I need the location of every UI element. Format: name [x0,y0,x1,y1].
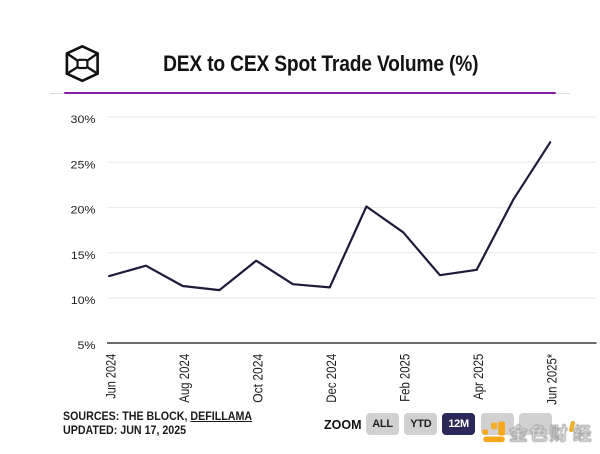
svg-text:5%: 5% [78,340,96,352]
svg-text:30%: 30% [71,114,96,126]
svg-text:25%: 25% [71,159,96,171]
svg-text:Feb 2025: Feb 2025 [398,354,414,402]
svg-text:15%: 15% [71,250,96,262]
svg-text:Apr 2025: Apr 2025 [471,354,487,400]
svg-text:Jun 2024: Jun 2024 [104,354,120,399]
svg-text:Aug 2024: Aug 2024 [177,354,193,403]
svg-text:Dec 2024: Dec 2024 [324,354,340,403]
svg-text:Oct 2024: Oct 2024 [251,354,267,403]
svg-text:10%: 10% [71,295,96,307]
svg-text:20%: 20% [71,205,96,217]
svg-text:Jun 2025*: Jun 2025* [545,353,561,404]
